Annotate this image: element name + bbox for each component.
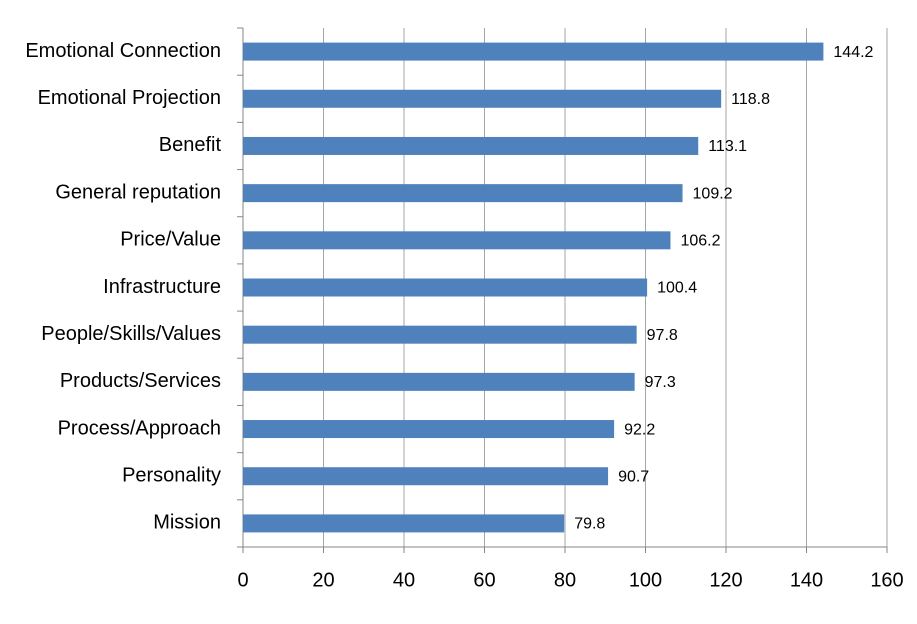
bar <box>243 136 699 155</box>
y-tick-label: Infrastructure <box>103 276 221 298</box>
value-label: 109.2 <box>693 185 733 202</box>
y-tick-label: Process/Approach <box>58 417 221 439</box>
value-label: 118.8 <box>731 91 770 108</box>
bar <box>243 184 683 203</box>
y-tick-label: Products/Services <box>60 370 221 392</box>
bar <box>243 278 648 297</box>
y-tick-label: General reputation <box>55 181 221 203</box>
bar <box>243 420 615 439</box>
bar <box>243 372 635 391</box>
value-label: 92.2 <box>624 421 655 438</box>
y-tick-label: Personality <box>122 465 221 487</box>
bar <box>243 514 565 533</box>
bar <box>243 231 671 250</box>
value-label: 97.8 <box>647 327 678 344</box>
y-tick-label: Emotional Connection <box>25 40 221 62</box>
x-tick-label: 140 <box>790 569 823 591</box>
bar <box>243 325 637 344</box>
value-label: 97.3 <box>645 374 676 391</box>
x-tick-label: 160 <box>870 569 903 591</box>
bar <box>243 42 824 61</box>
x-tick-label: 0 <box>237 569 248 591</box>
x-tick-label: 120 <box>709 569 742 591</box>
x-tick-label: 80 <box>554 569 576 591</box>
bar <box>243 89 722 108</box>
x-tick-label: 100 <box>629 569 662 591</box>
value-label: 106.2 <box>680 233 720 250</box>
value-label: 144.2 <box>833 44 873 61</box>
value-label: 79.8 <box>574 516 605 533</box>
y-tick-label: Price/Value <box>120 229 221 251</box>
y-tick-label: People/Skills/Values <box>41 323 221 345</box>
value-label: 100.4 <box>657 280 697 297</box>
y-tick-label: Emotional Projection <box>38 87 221 109</box>
x-tick-label: 60 <box>473 569 495 591</box>
bar <box>243 467 609 486</box>
y-tick-label: Benefit <box>159 134 222 156</box>
x-tick-label: 20 <box>312 569 334 591</box>
value-label: 90.7 <box>618 468 649 485</box>
y-tick-label: Mission <box>153 512 221 534</box>
x-tick-label: 40 <box>393 569 415 591</box>
value-label: 113.1 <box>708 138 747 155</box>
